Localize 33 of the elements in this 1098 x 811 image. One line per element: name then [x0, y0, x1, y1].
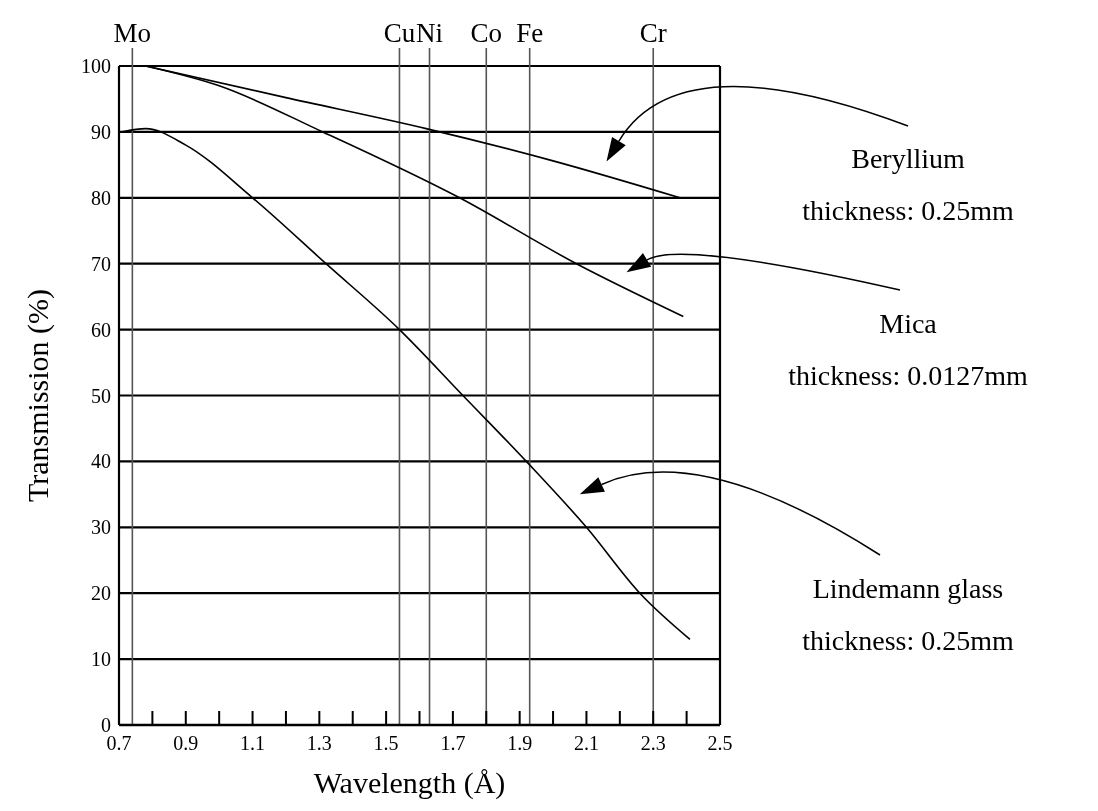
y-tick-label: 100 [81, 55, 111, 77]
ref-line-label: Cu [383, 18, 416, 48]
y-tick-label: 30 [91, 516, 111, 539]
x-tick-label: 1.7 [440, 732, 466, 754]
y-tick-label: 50 [91, 384, 111, 407]
y-axis-title: Transmission (%) [21, 288, 55, 503]
x-tick-label: 0.9 [173, 732, 199, 754]
ref-line-label: Mo [113, 18, 152, 48]
text: thickness: 0.25mm [802, 195, 1014, 226]
y-tick-label: 60 [91, 318, 111, 341]
y-tick-label: 20 [91, 582, 111, 605]
x-tick-label: 2.3 [640, 732, 666, 754]
y-tick-label: 40 [91, 450, 111, 473]
x-tick-label: 2.5 [707, 732, 733, 754]
x-tick-label: 1.1 [240, 732, 266, 754]
text: thickness: 0.25mm [802, 625, 1014, 656]
y-tick-label: 80 [91, 186, 111, 209]
x-tick-label: 1.9 [507, 732, 533, 754]
text: Mica [879, 308, 938, 339]
ref-line-label: Cr [639, 18, 667, 48]
ref-line-label: Fe [516, 18, 544, 48]
y-tick-label: 70 [91, 252, 111, 275]
ref-line-label: Co [470, 18, 503, 48]
x-tick-label: 2.1 [573, 732, 599, 754]
x-tick-label: 1.5 [373, 732, 399, 754]
text: thickness: 0.0127mm [788, 360, 1028, 391]
text: Beryllium [851, 143, 965, 174]
y-tick-label: 90 [91, 120, 111, 143]
x-axis-title: Wavelength (Å) [313, 766, 506, 800]
text: Lindemann glass [812, 573, 1004, 604]
ref-line-label: Ni [416, 18, 444, 48]
y-tick-label: 10 [91, 648, 111, 671]
x-tick-label: 1.3 [306, 732, 332, 754]
